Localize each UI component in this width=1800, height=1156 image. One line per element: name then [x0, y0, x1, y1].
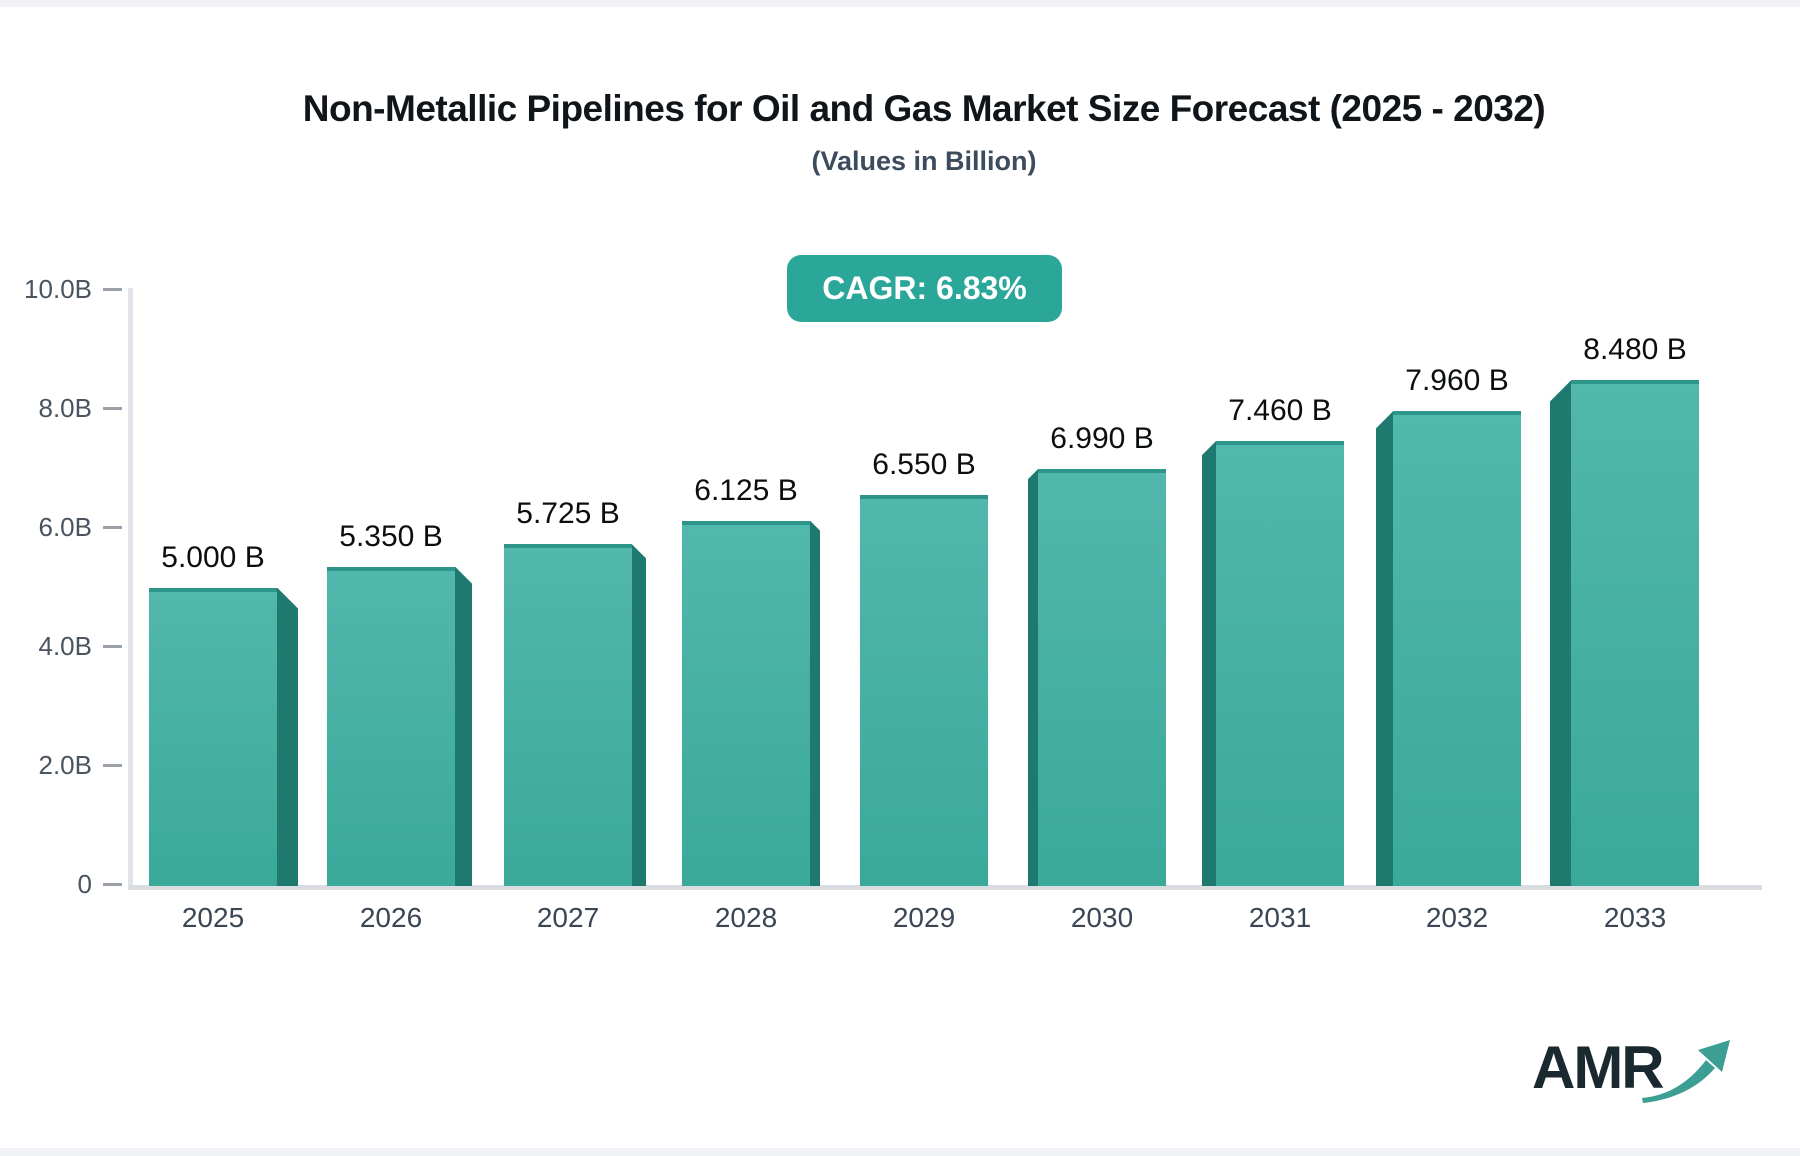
bar-3d-side — [455, 566, 472, 886]
y-tick-label: 4.0B — [38, 631, 93, 661]
bar-3d-side — [1028, 469, 1038, 886]
bar-front-face — [682, 520, 810, 886]
y-tick-dash — [103, 407, 122, 410]
bar-front-face — [860, 495, 988, 886]
bar-value-label: 5.000 B — [161, 540, 265, 574]
page-top-edge — [0, 0, 1800, 7]
y-axis-line — [128, 288, 133, 887]
bar-3d-side — [1202, 441, 1216, 886]
y-tick-dash — [103, 288, 122, 291]
y-tick-label: 0 — [77, 869, 92, 899]
x-axis-label: 2026 — [359, 902, 423, 933]
x-axis-label: 2032 — [1425, 902, 1489, 933]
bar-3d-side — [810, 520, 820, 886]
y-tick-label: 10.0B — [24, 274, 92, 304]
y-tick-label: 2.0B — [38, 750, 93, 780]
bar-value-label: 5.350 B — [339, 519, 443, 553]
x-axis-label: 2033 — [1603, 902, 1667, 933]
y-tick-dash — [103, 526, 122, 529]
cagr-badge: CAGR: 6.83% — [787, 255, 1062, 322]
bar-value-label: 7.960 B — [1405, 364, 1509, 398]
y-tick-dash — [103, 764, 122, 767]
y-tick-dash — [103, 883, 122, 886]
bar-front-face — [1393, 411, 1521, 886]
bar-3d-side — [1376, 411, 1393, 886]
page-bottom-edge — [0, 1148, 1800, 1156]
x-axis-label: 2025 — [181, 902, 245, 933]
y-tick-label: 8.0B — [38, 393, 93, 423]
bar-value-label: 6.550 B — [872, 448, 976, 482]
bar-3d-side — [277, 587, 298, 886]
x-axis-label: 2030 — [1070, 902, 1134, 933]
amr-logo-text: AMR — [1532, 1034, 1665, 1101]
bar-3d-side — [632, 544, 646, 886]
bar-value-label: 6.990 B — [1050, 422, 1154, 456]
chart-subtitle: (Values in Billion) — [811, 146, 1037, 176]
bar-value-label: 7.460 B — [1228, 394, 1332, 428]
bar-value-label: 8.480 B — [1583, 333, 1687, 367]
bar-3d-side — [1550, 380, 1571, 886]
bar-front-face — [327, 566, 455, 886]
bar-front-face — [1216, 441, 1344, 886]
amr-logo: AMR — [1532, 1032, 1730, 1110]
x-axis-label: 2027 — [536, 902, 600, 933]
y-tick-dash — [103, 645, 122, 648]
bar-front-face — [504, 544, 632, 886]
bar-front-face — [149, 587, 277, 886]
bar-front-face — [1038, 469, 1166, 886]
x-axis-label: 2028 — [714, 902, 778, 933]
x-axis-label: 2031 — [1248, 902, 1312, 933]
y-tick-label: 6.0B — [38, 512, 93, 542]
bar-front-face — [1571, 380, 1699, 886]
x-axis-label: 2029 — [892, 902, 956, 933]
bar-value-label: 6.125 B — [694, 473, 798, 507]
bar-value-label: 5.725 B — [516, 497, 620, 531]
x-axis-baseline — [128, 885, 1762, 890]
chart-title: Non-Metallic Pipelines for Oil and Gas M… — [302, 88, 1546, 129]
growth-arrow-icon — [1642, 1040, 1730, 1103]
